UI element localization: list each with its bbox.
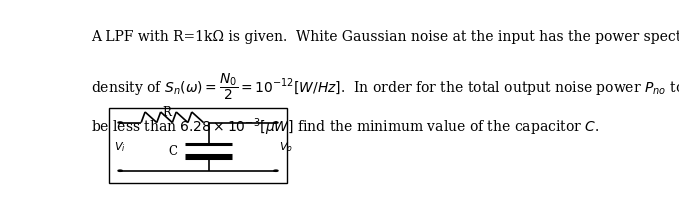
Text: R: R <box>163 106 172 119</box>
Text: A LPF with R=1kΩ is given.  White Gaussian noise at the input has the power spec: A LPF with R=1kΩ is given. White Gaussia… <box>91 30 679 44</box>
Text: be less than $6.28\times10^{-3}\left[\mu W\right]$ find the minimum value of the: be less than $6.28\times10^{-3}\left[\mu… <box>91 117 600 138</box>
Text: $V_i$: $V_i$ <box>114 140 126 153</box>
Circle shape <box>274 122 278 123</box>
Bar <box>109 108 287 183</box>
Text: density of $S_n(\omega) = \dfrac{N_0}{2} = 10^{-12}\left[W/Hz\right]$.  In order: density of $S_n(\omega) = \dfrac{N_0}{2}… <box>91 71 679 102</box>
Circle shape <box>274 170 278 171</box>
Circle shape <box>118 122 122 123</box>
Circle shape <box>118 170 122 171</box>
Text: $V_o$: $V_o$ <box>278 140 293 153</box>
Text: C: C <box>168 145 177 158</box>
